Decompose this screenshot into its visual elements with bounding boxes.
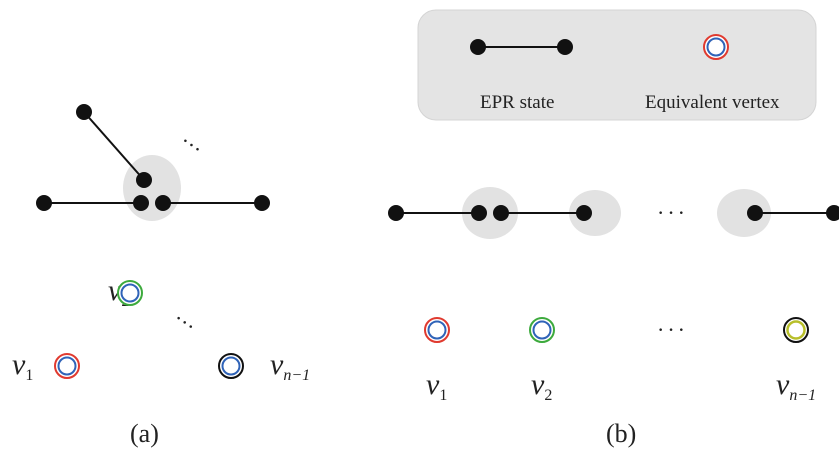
panel-b-ellipsis-vertices: ···	[657, 317, 688, 342]
panel-a-nodes	[36, 104, 270, 211]
panel-a-vertex-v1: v1	[12, 348, 80, 384]
panel-b-groups	[462, 187, 771, 239]
panel-b-vertex-v2: v2	[529, 317, 555, 404]
svg-text:v2: v2	[531, 368, 552, 404]
legend-epr-symbol	[470, 39, 573, 55]
panel-a-vertex-vn-1: vn−1	[218, 348, 310, 384]
panel-b-vertex-vn-1: vn−1	[776, 317, 816, 404]
panel-a-edges	[44, 111, 262, 204]
panel-b-vertex-v1: v1	[424, 317, 450, 404]
legend: EPR state Equivalent vertex	[417, 9, 817, 121]
legend-vertex-label: Equivalent vertex	[645, 92, 780, 113]
panel-b-nodes	[388, 205, 839, 221]
legend-vertex-symbol	[703, 34, 729, 60]
panel-a: … v2 … v1 vn−1 (a)	[12, 104, 310, 448]
svg-text:v1: v1	[426, 368, 447, 404]
legend-epr-label: EPR state	[480, 92, 554, 113]
svg-text:vn−1: vn−1	[776, 368, 816, 404]
panel-b-caption: (b)	[606, 419, 636, 448]
panel-a-vertex-v2: v2	[108, 274, 143, 310]
panel-b: ··· v1 v2 ··· vn−1 (b)	[388, 187, 839, 448]
svg-text:vn−1: vn−1	[270, 348, 310, 384]
panel-a-ellipsis-bottom: …	[172, 301, 207, 336]
panel-a-ellipsis-top: …	[179, 123, 214, 158]
svg-text:v1: v1	[12, 348, 33, 384]
panel-b-ellipsis-chain: ···	[657, 200, 688, 225]
panel-a-caption: (a)	[130, 419, 159, 448]
